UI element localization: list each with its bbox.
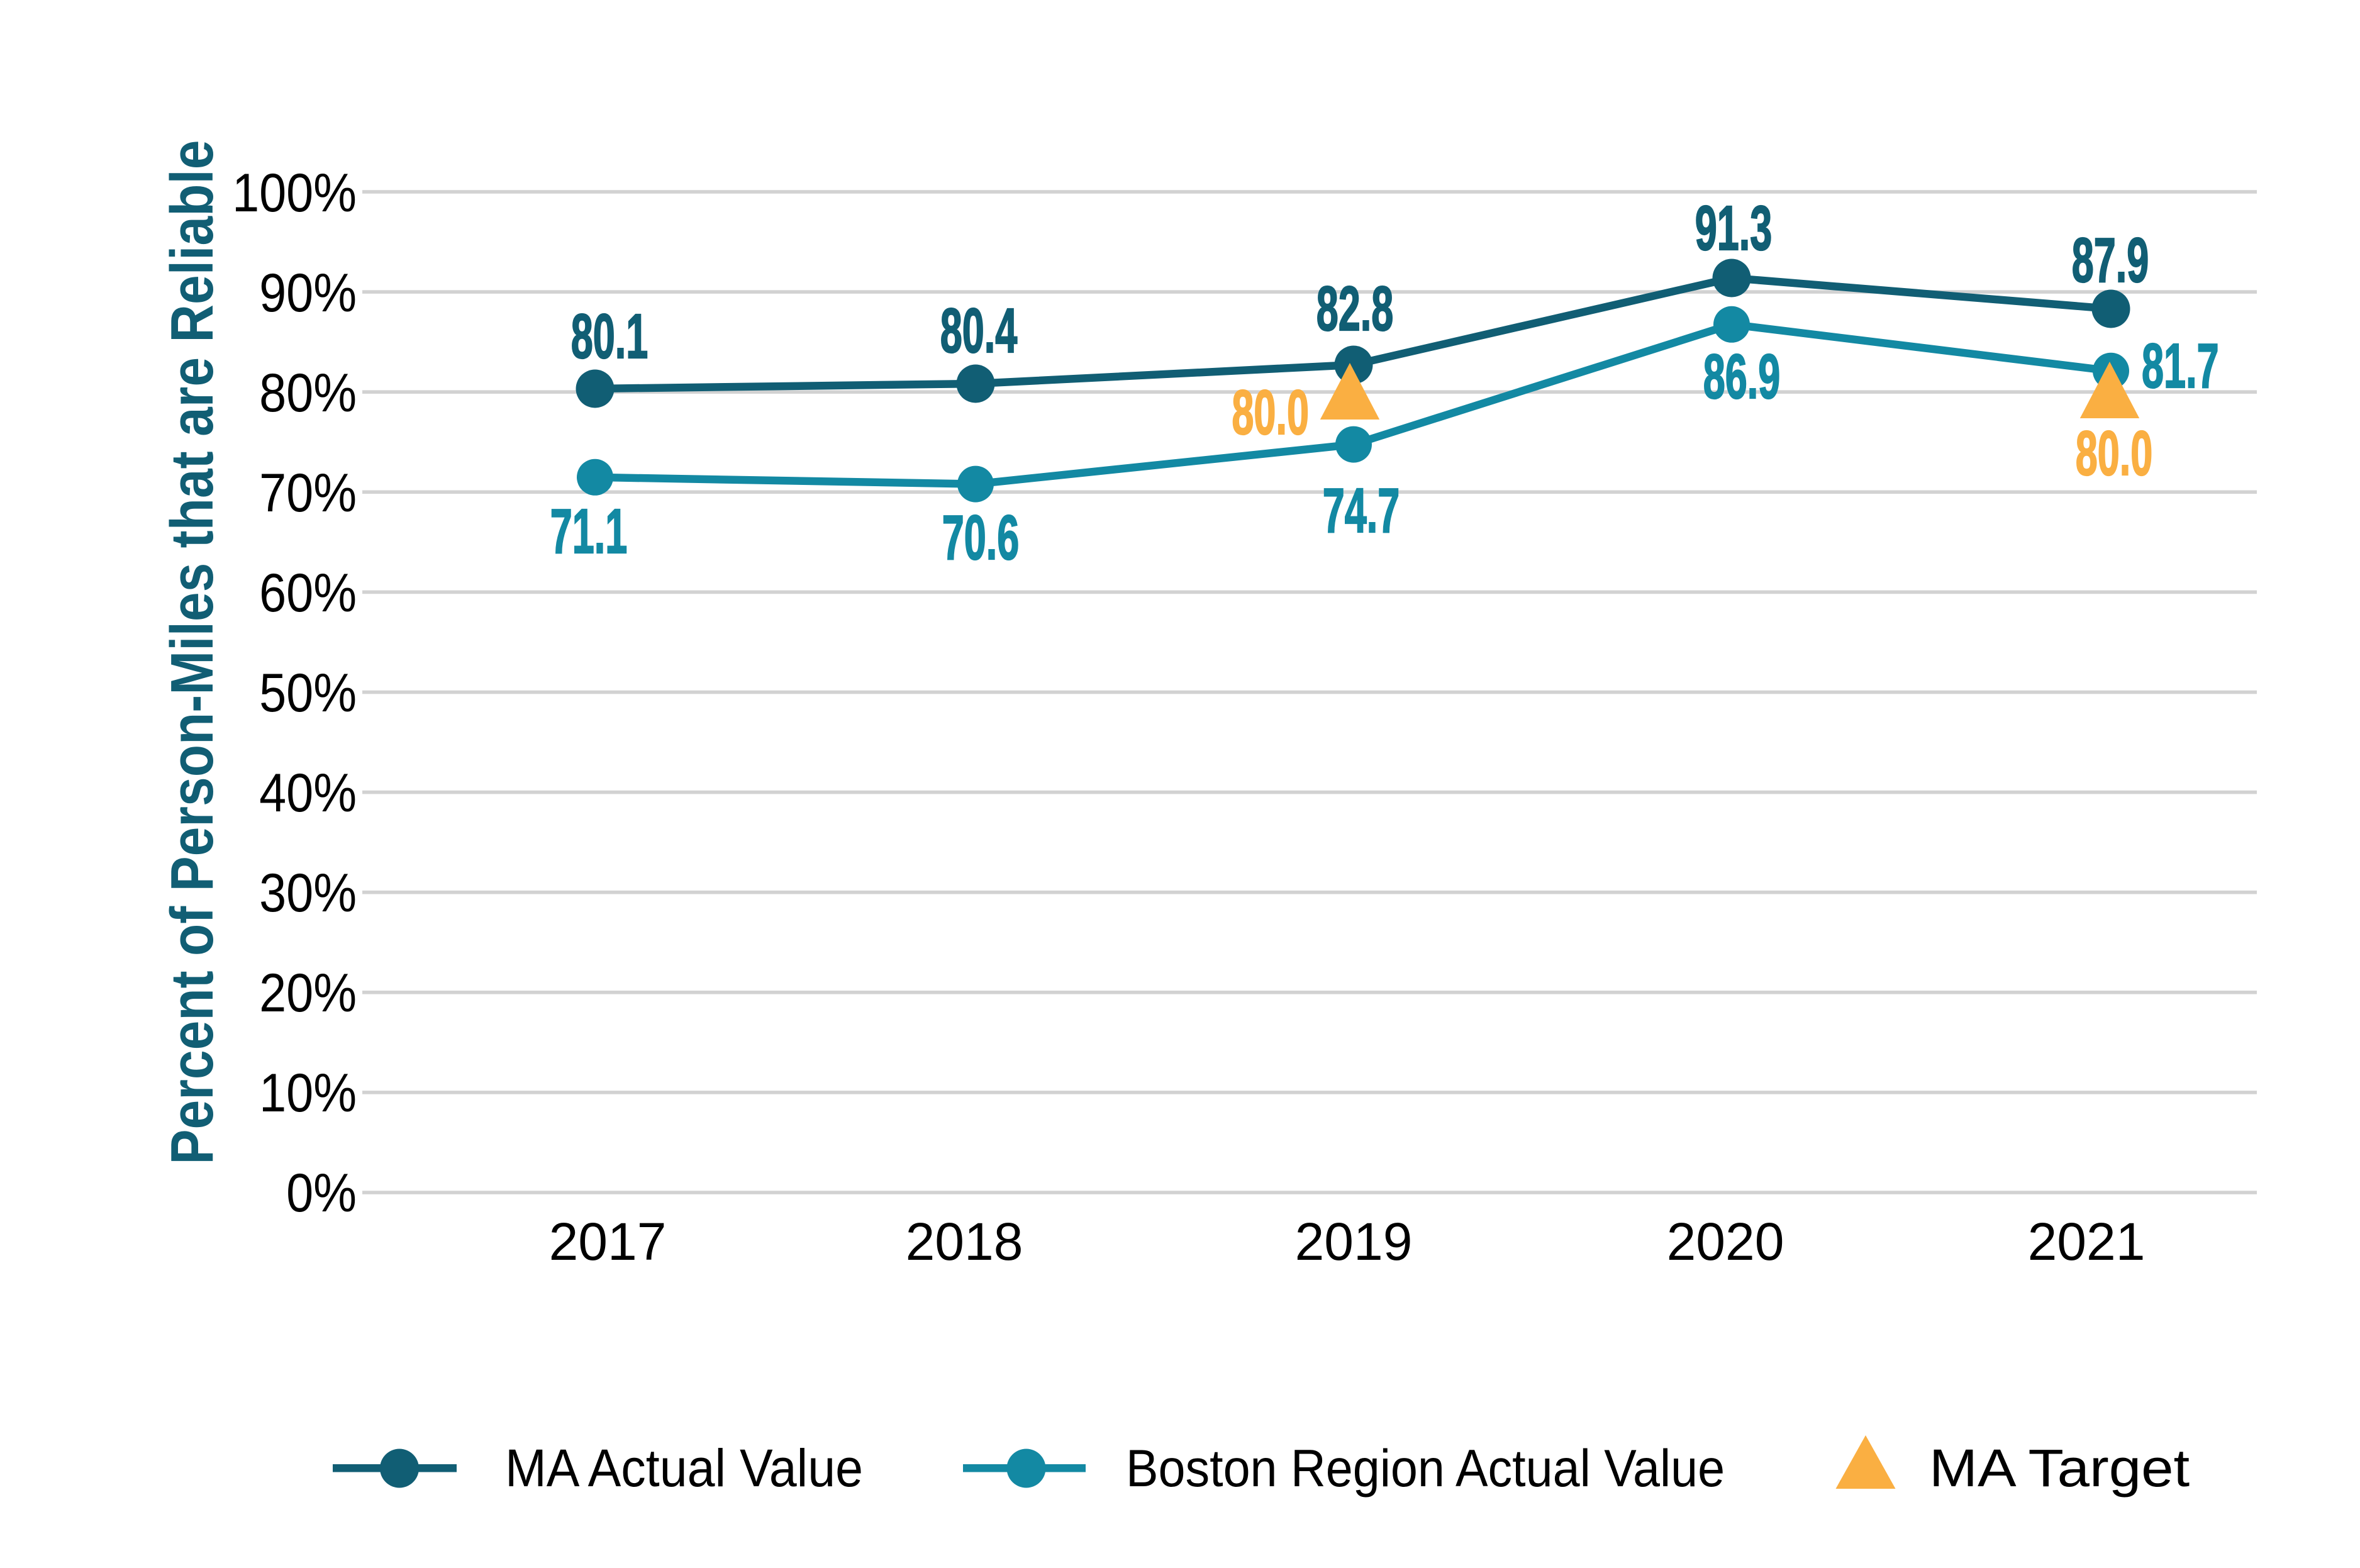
svg-text:50%: 50% — [259, 663, 357, 723]
svg-text:81.7: 81.7 — [2142, 330, 2219, 401]
svg-text:70.6: 70.6 — [942, 502, 1020, 572]
svg-text:80%: 80% — [259, 363, 357, 423]
svg-text:80.0: 80.0 — [1232, 377, 1309, 447]
svg-text:71.1: 71.1 — [550, 496, 628, 566]
svg-text:MA Actual Value: MA Actual Value — [505, 1439, 863, 1498]
svg-text:2020: 2020 — [1667, 1212, 1784, 1271]
svg-text:0%: 0% — [286, 1163, 357, 1223]
svg-text:20%: 20% — [259, 963, 357, 1023]
svg-text:80.1: 80.1 — [571, 301, 648, 371]
svg-text:100%: 100% — [232, 163, 357, 223]
svg-text:91.3: 91.3 — [1695, 192, 1773, 263]
svg-text:Percent of Person-Miles that a: Percent of Person-Miles that are Reliabl… — [159, 140, 226, 1165]
svg-text:80.0: 80.0 — [2076, 418, 2153, 488]
svg-text:2019: 2019 — [1295, 1212, 1413, 1271]
svg-text:Boston Region Actual Value: Boston Region Actual Value — [1126, 1439, 1725, 1498]
svg-text:70%: 70% — [259, 463, 357, 523]
svg-text:90%: 90% — [259, 263, 357, 323]
svg-text:MA Target: MA Target — [1929, 1438, 2190, 1498]
svg-text:40%: 40% — [259, 763, 357, 823]
svg-text:87.9: 87.9 — [2072, 225, 2149, 295]
svg-text:30%: 30% — [259, 863, 357, 923]
svg-text:74.7: 74.7 — [1323, 475, 1400, 545]
svg-text:60%: 60% — [259, 563, 357, 623]
svg-text:10%: 10% — [259, 1063, 357, 1123]
svg-text:82.8: 82.8 — [1316, 273, 1394, 343]
svg-text:2021: 2021 — [2028, 1212, 2146, 1271]
svg-text:86.9: 86.9 — [1703, 341, 1781, 411]
svg-text:80.4: 80.4 — [940, 295, 1018, 365]
svg-text:2018: 2018 — [906, 1212, 1023, 1271]
svg-text:2017: 2017 — [549, 1212, 667, 1271]
